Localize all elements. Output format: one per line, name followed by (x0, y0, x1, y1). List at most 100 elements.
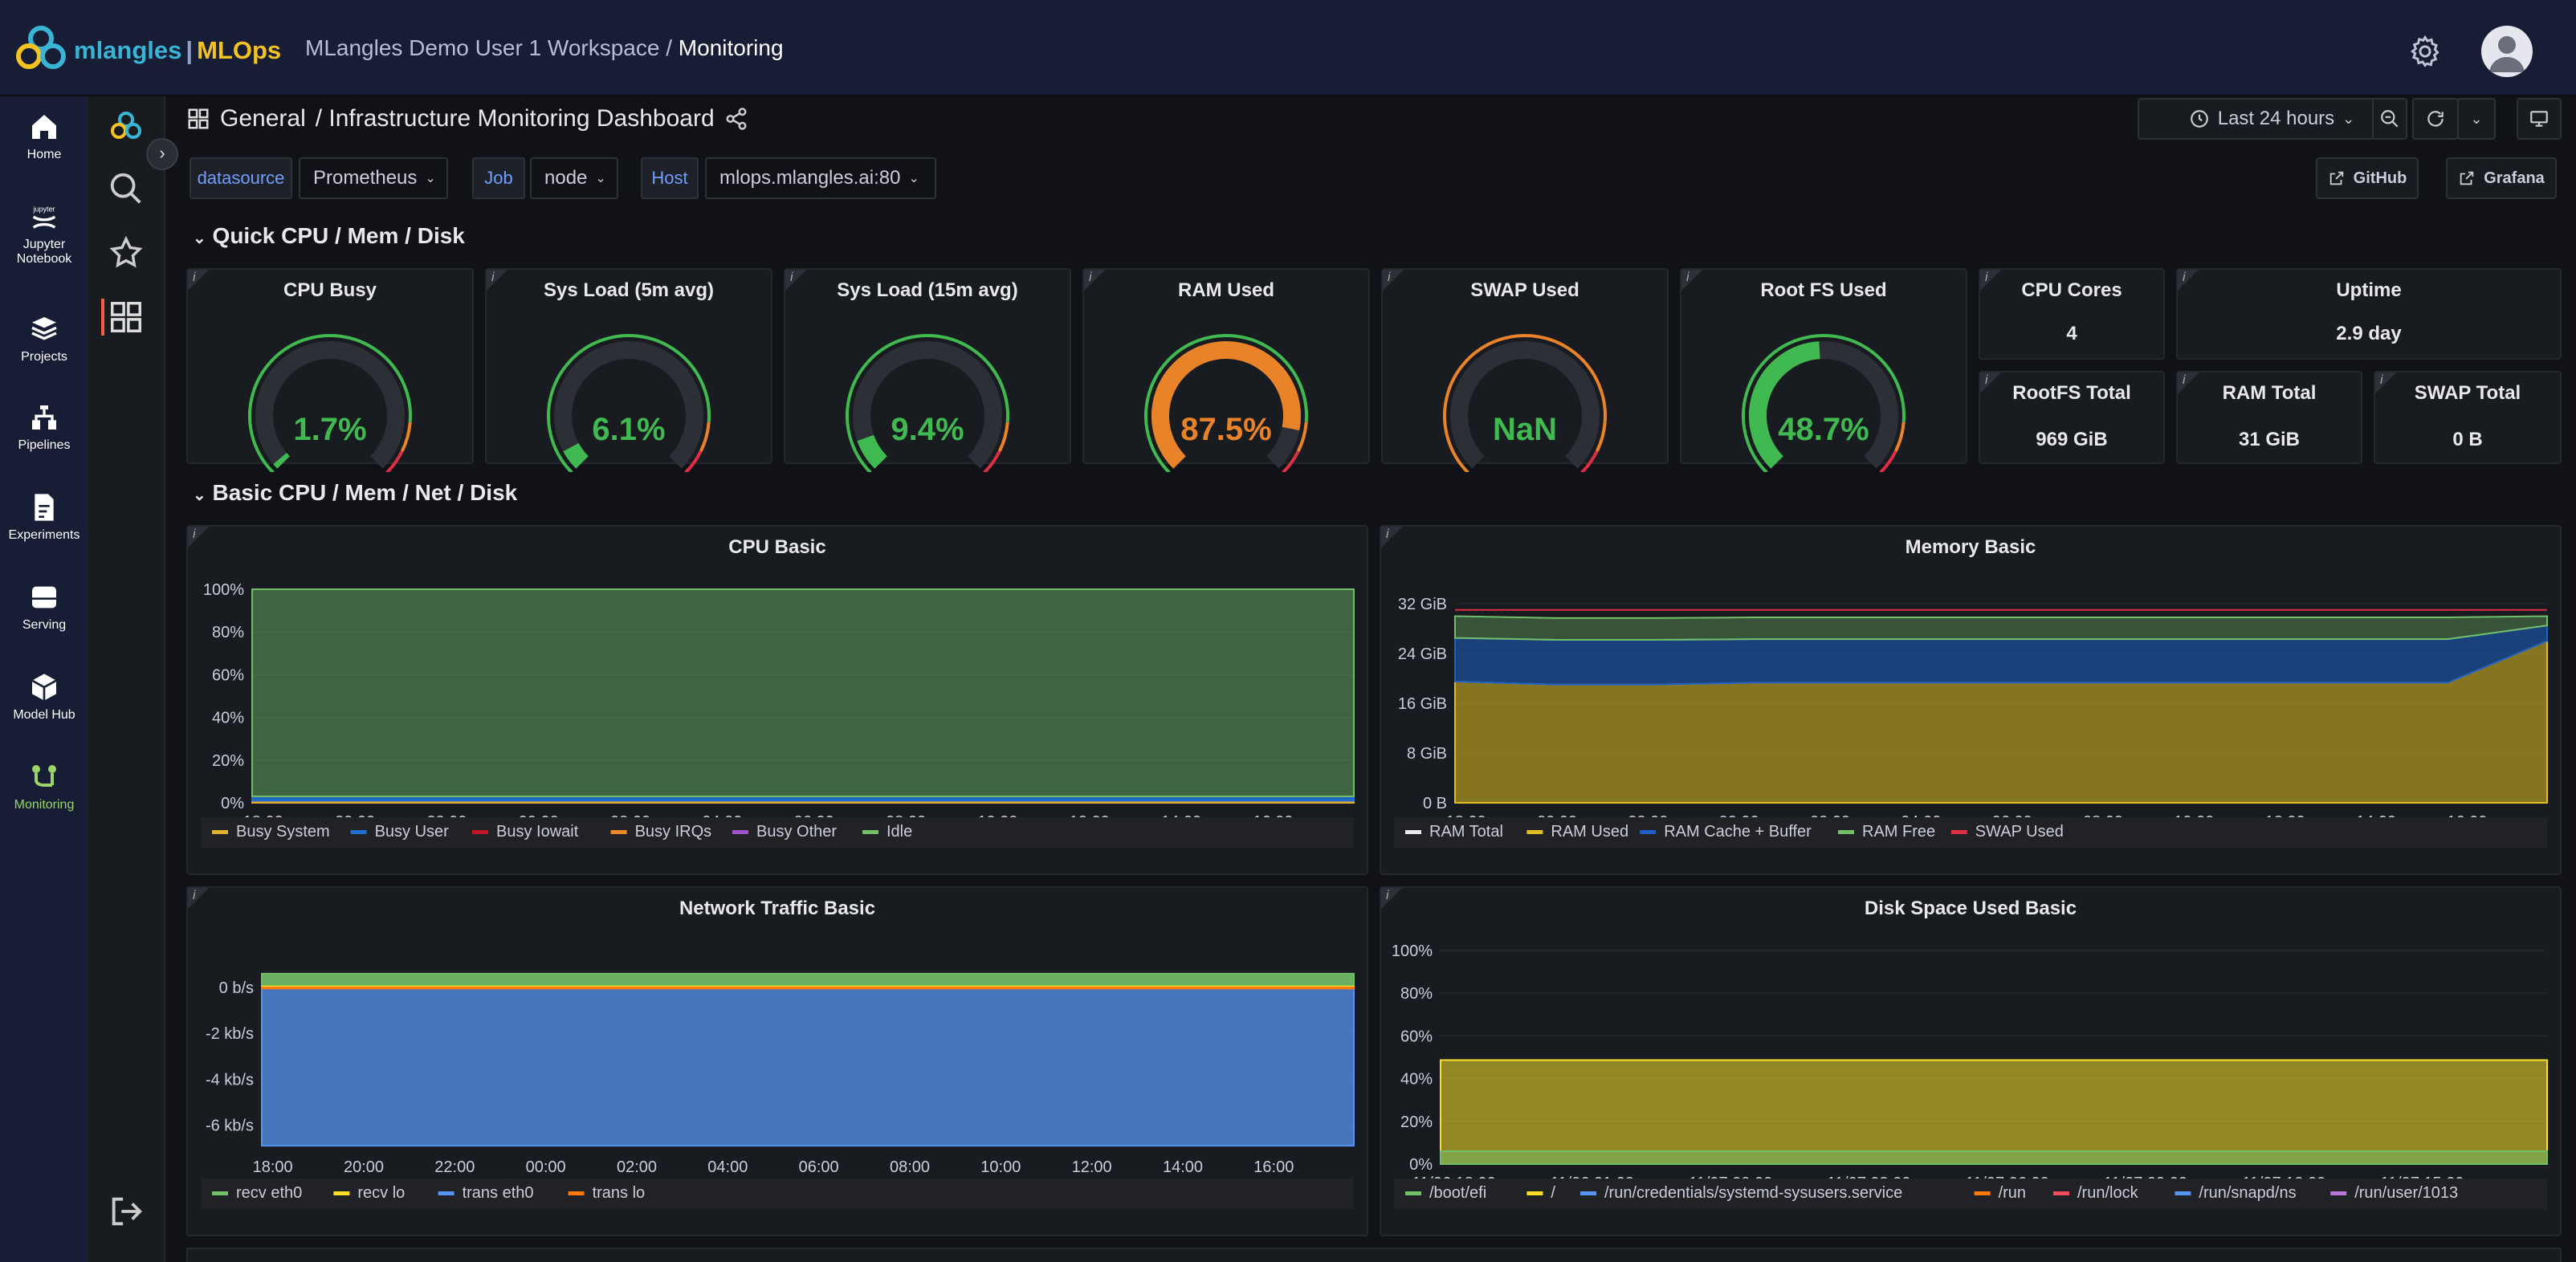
gauge-threshold-warn (400, 421, 412, 452)
legend-swatch (1526, 830, 1543, 834)
gauge-value-arc (857, 434, 888, 469)
y-tick-label: 32 GiB (1398, 596, 1447, 613)
sidebar-item-monitoring[interactable]: Monitoring (0, 761, 88, 841)
info-icon[interactable]: i (2178, 270, 2199, 291)
series-area (251, 588, 1355, 798)
grafana-link-button[interactable]: Grafana (2446, 157, 2557, 199)
panel-cpu-busy[interactable]: i CPU Busy 1.7% (186, 268, 474, 472)
sidebar-item-home[interactable]: Home (0, 111, 88, 191)
info-icon[interactable]: i (2178, 372, 2199, 393)
panel-ram-total[interactable]: i RAM Total 31 GiB (2176, 371, 2362, 464)
host-select[interactable]: mlops.mlangles.ai:80 ⌄ (705, 157, 936, 199)
panel-swap-total[interactable]: i SWAP Total 0 B (2374, 371, 2562, 464)
legend-label: Busy Other (756, 823, 837, 841)
svg-text:jupyter: jupyter (32, 205, 55, 213)
legend-swatch (1405, 1191, 1421, 1195)
github-link-button[interactable]: GitHub (2316, 157, 2419, 199)
y-tick-label: 16 GiB (1398, 695, 1447, 713)
datasource-label: datasource (190, 157, 292, 199)
info-icon[interactable]: i (1383, 270, 1404, 291)
collapse-chevron-icon: ⌄ (193, 486, 206, 504)
datasource-select[interactable]: Prometheus ⌄ (299, 157, 448, 199)
refresh-button[interactable] (2412, 98, 2459, 140)
share-icon[interactable] (724, 107, 748, 131)
x-tick-label: 08:00 (890, 1158, 930, 1176)
info-icon[interactable]: i (785, 270, 806, 291)
info-icon[interactable]: i (2375, 372, 2396, 393)
sidebar-item-projects[interactable]: Projects (0, 313, 88, 393)
refresh-interval-dropdown[interactable]: ⌄ (2457, 98, 2496, 140)
info-icon[interactable]: i (1980, 372, 2001, 393)
tv-mode-button[interactable] (2517, 98, 2562, 140)
starred-star-icon[interactable] (108, 234, 145, 271)
panel-network-traffic-basic[interactable]: i Network Traffic Basic -6 kb/s -4 kb/s -2… (186, 886, 1368, 1236)
legend-label: Busy User (375, 823, 450, 841)
network-traffic-chart: -6 kb/s -4 kb/s -2 kb/s 0 b/s 18:00 20:00 22:0… (201, 971, 1355, 1209)
panel-ram-used[interactable]: i RAM Used 87.5% (1082, 268, 1370, 472)
sidebar-item-jupyter[interactable]: jupyter Jupyter Notebook (0, 201, 88, 281)
gauge-track (853, 341, 1002, 469)
info-icon[interactable]: i (188, 888, 209, 909)
sidebar-item-model-hub[interactable]: Model Hub (0, 671, 88, 751)
info-icon[interactable]: i (1381, 888, 1402, 909)
dashboard-folder-link[interactable]: General (220, 105, 306, 132)
x-tick-label: 16:00 (1253, 1158, 1294, 1176)
gauge-value-text: 1.7% (293, 412, 366, 447)
panel-cpu-basic[interactable]: i CPU Basic 0%20%40%60%80%100%18:0020:00… (186, 525, 1368, 875)
clock-icon (2190, 110, 2208, 128)
legend-swatch (333, 1191, 350, 1195)
y-tick-label: 80% (1400, 985, 1433, 1003)
panel-disk-space-used-basic[interactable]: i Disk Space Used Basic 0% 20% 40% 60% 80% 10… (1380, 886, 2562, 1236)
y-tick-label: 60% (1400, 1028, 1433, 1045)
row-basic-cpu-mem-net-disk[interactable]: ⌄ Basic CPU / Mem / Net / Disk (193, 480, 518, 505)
info-icon[interactable]: i (487, 270, 507, 291)
info-icon[interactable]: i (1381, 527, 1402, 548)
y-tick-label: 100% (203, 581, 244, 599)
legend-label: /run/snapd/ns (2199, 1184, 2296, 1202)
info-icon[interactable]: i (1084, 270, 1105, 291)
row-quick-cpu-mem-disk[interactable]: ⌄ Quick CPU / Mem / Disk (193, 223, 465, 248)
gauge-track (255, 341, 405, 469)
panel-sys-load-5m[interactable]: i Sys Load (5m avg) 6.1% (485, 268, 772, 472)
home-icon (32, 115, 56, 139)
sidebar-item-serving[interactable]: Serving (0, 581, 88, 662)
info-icon[interactable]: i (188, 270, 209, 291)
breadcrumb: MLangles Demo User 1 Workspace / Monitor… (305, 35, 784, 61)
info-icon[interactable]: i (1681, 270, 1702, 291)
info-icon[interactable]: i (1980, 270, 2001, 291)
gauge-threshold-crit (684, 450, 703, 472)
zoom-out-icon (2381, 110, 2399, 128)
panel-swap-used[interactable]: i SWAP Used NaN (1381, 268, 1669, 472)
breadcrumb-workspace[interactable]: MLangles Demo User 1 Workspace / (305, 35, 672, 60)
gauge-threshold-warn (1595, 421, 1607, 452)
info-icon[interactable]: i (188, 527, 209, 548)
sidebar-item-pipelines[interactable]: Pipelines (0, 401, 88, 482)
legend-swatch (2053, 1191, 2069, 1195)
brand-logo[interactable]: mlangles | MLOps (13, 22, 281, 79)
panel-uptime[interactable]: i Uptime 2.9 day (2176, 268, 2562, 360)
dashboards-grid-icon[interactable] (108, 299, 145, 336)
expand-nav-chevron-icon[interactable]: › (146, 138, 178, 170)
panel-sys-load-15m[interactable]: i Sys Load (15m avg) 9.4% (784, 268, 1071, 472)
search-icon[interactable] (108, 170, 145, 207)
gauge-threshold-warn (699, 421, 711, 452)
time-range-picker[interactable]: Last 24 hours ⌄ (2138, 98, 2406, 140)
user-avatar[interactable] (2481, 26, 2533, 77)
panel-rootfs-total[interactable]: i RootFS Total 969 GiB (1979, 371, 2165, 464)
job-select[interactable]: node ⌄ (530, 157, 618, 199)
grafana-logo-icon[interactable] (108, 108, 145, 145)
legend-swatch (472, 830, 488, 834)
zoom-out-button[interactable] (2372, 98, 2407, 140)
panel-cpu-cores[interactable]: i CPU Cores 4 (1979, 268, 2165, 360)
legend-swatch (438, 1191, 454, 1195)
sign-in-icon[interactable] (108, 1193, 145, 1230)
collapse-chevron-icon: ⌄ (193, 230, 206, 247)
panel-root-fs-used[interactable]: i Root FS Used 48.7% (1680, 268, 1967, 472)
settings-gear-icon[interactable] (2407, 34, 2443, 69)
gauge-threshold-crit (1879, 450, 1897, 472)
dashboard-title: General / Infrastructure Monitoring Dash… (186, 103, 748, 135)
legend-swatch (2175, 1191, 2191, 1195)
sidebar-item-experiments[interactable]: Experiments (0, 491, 88, 572)
legend-swatch (350, 830, 367, 834)
